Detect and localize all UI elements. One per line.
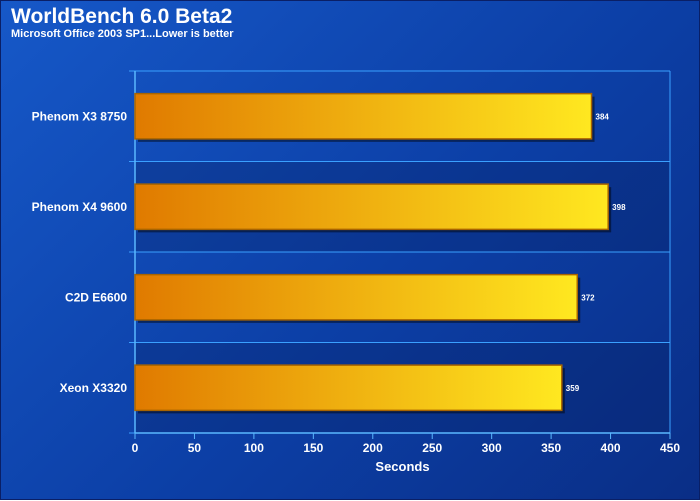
x-tick-label: 450	[660, 441, 680, 455]
category-label: Phenom X3 8750	[32, 109, 128, 123]
x-tick-label: 400	[601, 441, 621, 455]
x-tick-label: 200	[363, 441, 383, 455]
x-tick-label: 350	[541, 441, 561, 455]
x-tick-label: 300	[482, 441, 502, 455]
x-axis-label: Seconds	[375, 459, 429, 474]
data-label: 384	[596, 112, 610, 121]
category-label: Xeon X3320	[60, 381, 128, 395]
x-tick-label: 250	[422, 441, 442, 455]
bar	[134, 92, 593, 140]
x-tick-label: 0	[132, 441, 139, 455]
data-label: 398	[612, 203, 626, 212]
bar	[134, 364, 563, 412]
category-label: C2D E6600	[65, 290, 127, 304]
chart-title: WorldBench 6.0 Beta2	[11, 5, 233, 28]
chart-subtitle: Microsoft Office 2003 SP1...Lower is bet…	[11, 28, 234, 40]
bar	[134, 183, 609, 231]
x-tick-label: 100	[244, 441, 264, 455]
bar	[134, 273, 579, 321]
x-tick-label: 150	[303, 441, 323, 455]
x-tick-label: 50	[188, 441, 202, 455]
data-label: 359	[566, 384, 580, 393]
data-label: 372	[581, 293, 595, 302]
category-label: Phenom X4 9600	[32, 200, 128, 214]
